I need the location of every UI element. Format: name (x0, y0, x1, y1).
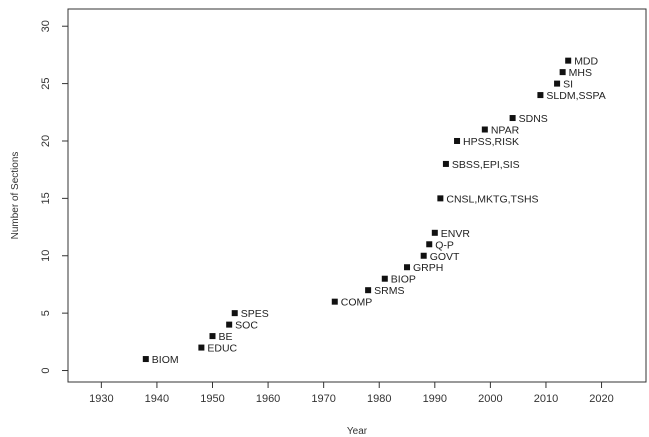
data-point (198, 344, 205, 351)
y-tick-label: 10 (40, 250, 52, 262)
y-axis-title: Number of Sections (10, 152, 21, 240)
x-tick-label: 2000 (478, 393, 502, 405)
data-point (365, 287, 372, 294)
point-label: EDUC (207, 343, 237, 355)
point-label: ENVR (441, 228, 471, 240)
point-label: BIOM (152, 354, 179, 366)
point-label: GRPH (413, 262, 443, 274)
y-tick-label: 30 (40, 20, 52, 32)
data-point (231, 310, 238, 317)
data-point (431, 229, 438, 236)
x-tick-label: 2010 (534, 393, 558, 405)
point-label: Q-P (435, 239, 454, 251)
data-point (420, 252, 427, 259)
data-point (565, 57, 572, 64)
x-tick-label: 1940 (145, 393, 169, 405)
point-label: SOC (235, 320, 258, 332)
point-label: MHS (569, 67, 592, 79)
plot-frame (67, 8, 647, 383)
x-axis: 1930 1940 1950 1960 1970 1980 1990 2000 2010 2020 (89, 382, 614, 405)
data-point (442, 160, 449, 167)
point-label: MDD (574, 56, 598, 68)
point-label: BIOP (391, 274, 416, 286)
data-point (426, 241, 433, 248)
data-point (481, 126, 488, 133)
point-label: COMP (341, 297, 373, 309)
x-tick-label: 1980 (367, 393, 391, 405)
y-tick-label: 0 (40, 367, 52, 373)
x-tick-label: 1960 (256, 393, 280, 405)
x-tick-label: 2020 (589, 393, 613, 405)
point-label: NPAR (491, 125, 520, 137)
data-point (404, 264, 411, 271)
point-label: HPSS,RISK (463, 136, 519, 148)
y-tick-label: 20 (40, 135, 52, 147)
data-point (509, 115, 516, 122)
data-point (226, 321, 233, 328)
point-label: SPES (241, 308, 269, 320)
data-point (142, 356, 149, 363)
x-tick-label: 1970 (311, 393, 335, 405)
point-label: BE (219, 331, 233, 343)
point-label: CNSL,MKTG,TSHS (446, 193, 538, 205)
point-label: SLDM,SSPA (546, 90, 605, 102)
x-axis-title: Year (347, 426, 368, 437)
data-point (209, 333, 216, 340)
x-tick-label: 1930 (89, 393, 113, 405)
x-tick-label: 1950 (200, 393, 224, 405)
x-tick-label: 1990 (423, 393, 447, 405)
y-tick-label: 15 (40, 192, 52, 204)
point-label: SBSS,EPI,SIS (452, 159, 520, 171)
point-label: SRMS (374, 285, 404, 297)
y-axis: 0 5 10 15 20 25 30 (40, 20, 68, 374)
y-tick-label: 5 (40, 310, 52, 316)
point-label: SDNS (519, 113, 548, 125)
point-label: GOVT (430, 251, 460, 263)
data-point (554, 80, 561, 87)
data-point (454, 137, 461, 144)
data-point (537, 92, 544, 99)
data-point (381, 275, 388, 282)
data-point (437, 195, 444, 202)
data-point (559, 69, 566, 76)
data-point (331, 298, 338, 305)
y-tick-label: 25 (40, 77, 52, 89)
point-label: SI (563, 79, 573, 91)
data-points (142, 57, 572, 363)
